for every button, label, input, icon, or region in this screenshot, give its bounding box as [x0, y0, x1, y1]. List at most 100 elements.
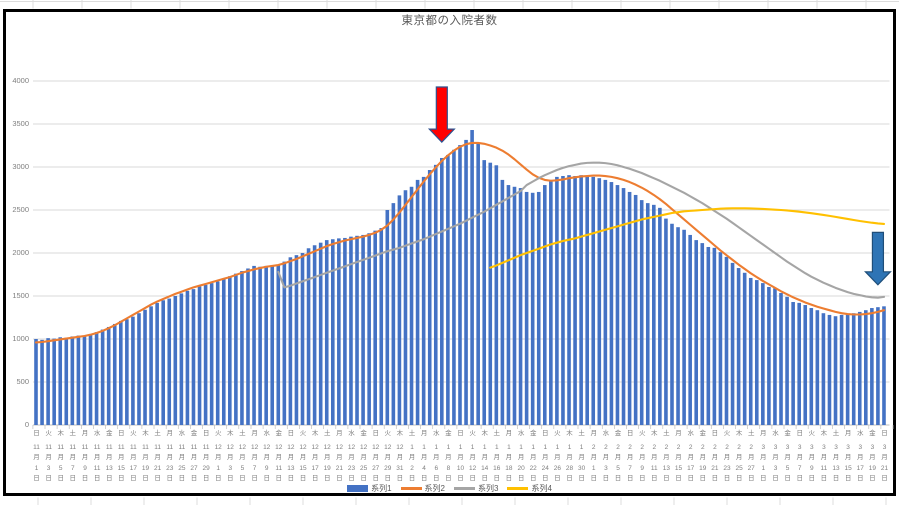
- legend-item-系列4[interactable]: 系列4: [507, 483, 552, 494]
- bar: [185, 290, 190, 425]
- bar: [742, 272, 747, 425]
- x-axis-label: 木 1 月 14 日: [481, 430, 489, 482]
- y-axis-label: 2000: [12, 248, 29, 257]
- bar-series-系列1[interactable]: [34, 130, 886, 426]
- bar: [397, 195, 402, 425]
- bar: [324, 240, 329, 425]
- x-axis-label: 日 3 月 21 日: [880, 430, 889, 482]
- bar: [300, 253, 305, 425]
- bar: [688, 234, 692, 425]
- bar: [70, 336, 75, 425]
- x-axis-label: 日 1 月 24 日: [541, 430, 549, 482]
- y-axis-label: 500: [16, 377, 29, 386]
- x-axis-label: 木 12 月 3 日: [226, 430, 234, 482]
- bar: [488, 162, 493, 425]
- line-series-系列2[interactable]: [34, 141, 886, 344]
- x-axis-label: 日 11 月 15 日: [117, 430, 125, 482]
- x-axis-label: 火 12 月 15 日: [299, 430, 307, 482]
- x-axis-label: 水 12 月 23 日: [347, 430, 356, 482]
- chart-title[interactable]: 東京都の入院者数: [401, 15, 498, 27]
- bar: [585, 176, 589, 425]
- bar: [209, 283, 214, 425]
- x-axis-label: 木 2 月 11 日: [650, 430, 658, 482]
- bar: [652, 204, 656, 425]
- x-axis-label: 火 1 月 12 日: [468, 430, 477, 482]
- bar: [106, 326, 111, 425]
- y-axis-label: 3500: [12, 119, 29, 128]
- bar: [149, 306, 153, 425]
- x-axis-label: 月 12 月 21 日: [335, 430, 343, 482]
- x-axis-label: 土 2 月 13 日: [662, 430, 670, 482]
- blue-down-arrow[interactable]: [864, 231, 892, 286]
- bar: [609, 182, 614, 425]
- x-axis-label: 火 11 月 3 日: [45, 430, 52, 482]
- x-axis-label: 水 11 月 25 日: [178, 430, 186, 482]
- legend-label: 系列4: [531, 484, 552, 493]
- legend-label: 系列1: [371, 484, 392, 493]
- x-axis-label: 金 1 月 22 日: [529, 430, 537, 482]
- legend-label: 系列2: [424, 484, 445, 493]
- legend: 系列1 系列2 系列3 系列4: [0, 483, 899, 494]
- bar: [736, 268, 741, 425]
- bar: [682, 229, 686, 425]
- bar: [161, 300, 165, 425]
- x-axis-label: 火 12 月 1 日: [214, 430, 222, 482]
- x-axis-label: 土 12 月 19 日: [323, 430, 331, 482]
- bar: [821, 313, 826, 425]
- x-axis-label: 日 12 月 13 日: [287, 430, 295, 482]
- bar: [839, 314, 844, 425]
- line-series-系列4[interactable]: [489, 207, 886, 269]
- bar: [252, 265, 256, 425]
- bar: [458, 145, 462, 425]
- x-axis-label: 月 1 月 18 日: [505, 430, 513, 482]
- legend-label: 系列3: [478, 484, 499, 493]
- bar: [827, 314, 832, 425]
- bar: [809, 308, 814, 425]
- x-axis-label: 月 12 月 7 日: [250, 430, 259, 482]
- bar: [421, 176, 426, 425]
- bar: [112, 323, 117, 425]
- x-axis-label: 土 2 月 27 日: [747, 430, 755, 482]
- x-axis-label: 月 3 月 15 日: [844, 430, 852, 482]
- bar: [282, 261, 287, 425]
- bar: [549, 179, 553, 425]
- bar: [433, 164, 438, 425]
- bar: [773, 288, 777, 425]
- bar: [276, 265, 281, 425]
- x-axis-label: 月 11 月 23 日: [166, 430, 174, 482]
- bar: [761, 283, 765, 425]
- x-axis-label: 金 11 月 27 日: [190, 430, 198, 482]
- bar: [633, 194, 638, 425]
- x-axis-label: 日 12 月 27 日: [372, 430, 380, 482]
- bar: [542, 185, 547, 425]
- y-axis-label: 1500: [12, 291, 29, 300]
- legend-item-系列1[interactable]: 系列1: [347, 483, 392, 494]
- bar: [882, 306, 886, 425]
- x-axis-label: 金 2 月 19 日: [699, 430, 707, 482]
- bar: [137, 313, 141, 425]
- bar: [518, 188, 523, 425]
- bar: [627, 191, 632, 425]
- bar: [52, 338, 56, 425]
- bar: [876, 307, 880, 425]
- legend-item-系列3[interactable]: 系列3: [454, 483, 498, 494]
- line-series-系列3[interactable]: [277, 161, 886, 299]
- x-axis-label: 土 1 月 30 日: [577, 430, 586, 482]
- bar: [579, 175, 583, 425]
- bar: [40, 339, 44, 425]
- legend-item-系列2[interactable]: 系列2: [400, 483, 445, 494]
- bar: [264, 265, 268, 425]
- red-down-arrow[interactable]: [427, 86, 456, 143]
- x-axis-label: 日 11 月 29 日: [202, 430, 210, 482]
- bar: [670, 223, 674, 425]
- bar: [621, 188, 626, 425]
- x-axis-label: 土 3 月 13 日: [832, 430, 840, 482]
